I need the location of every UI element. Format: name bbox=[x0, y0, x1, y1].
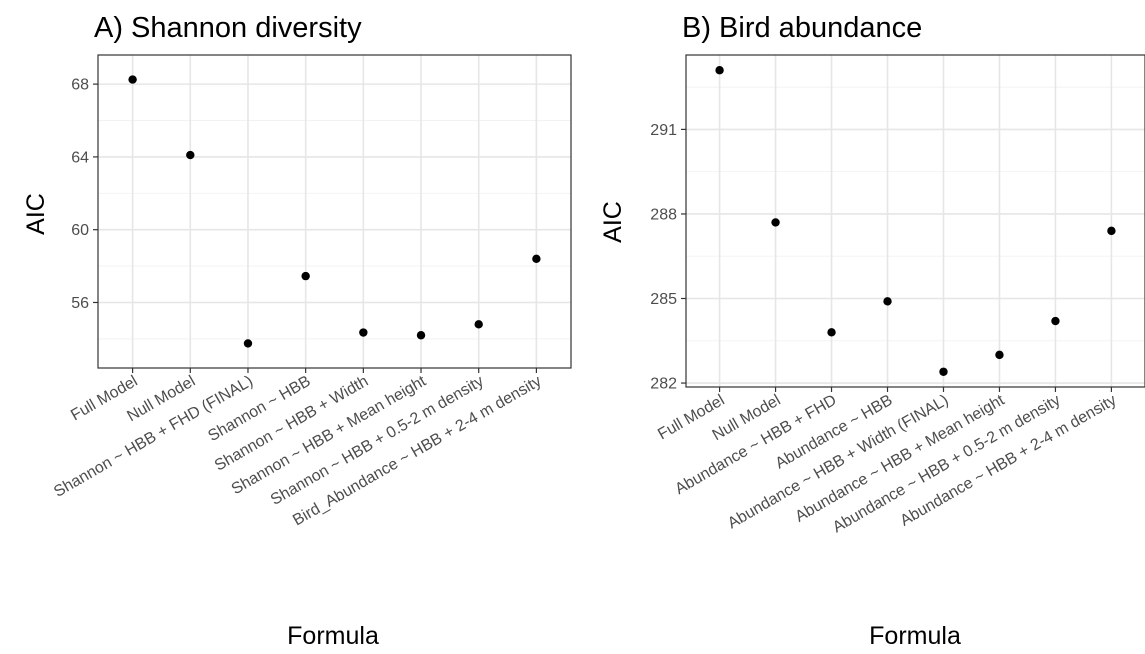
x-axis-title: Formula bbox=[869, 622, 961, 650]
x-axis-title: Formula bbox=[287, 622, 379, 650]
panel-border bbox=[685, 54, 1145, 388]
data-point bbox=[128, 75, 137, 84]
panel-bird-abundance: B) Bird abundance AIC Formula 282 285 288 2… bbox=[599, 12, 1145, 650]
data-point bbox=[715, 66, 724, 75]
data-point bbox=[939, 367, 948, 376]
panel-border bbox=[97, 54, 572, 369]
data-point bbox=[359, 328, 368, 337]
y-tick-label: 282 bbox=[650, 376, 677, 393]
data-point bbox=[995, 350, 1004, 360]
panel-title: A) Shannon diversity bbox=[94, 12, 362, 44]
y-tick-label: 291 bbox=[650, 122, 677, 139]
y-tick-label: 68 bbox=[71, 77, 89, 94]
data-point bbox=[827, 328, 836, 337]
data-point bbox=[301, 271, 310, 281]
data-point bbox=[186, 150, 195, 160]
data-point bbox=[771, 218, 780, 227]
panel-shannon-diversity: A) Shannon diversity AIC Formula 56 60 64 6… bbox=[22, 12, 572, 650]
data-point bbox=[474, 320, 483, 329]
data-point bbox=[1051, 316, 1060, 326]
data-point bbox=[532, 254, 541, 264]
data-point bbox=[243, 339, 253, 348]
data-point bbox=[1107, 226, 1116, 236]
data-point bbox=[416, 331, 426, 340]
y-tick-label: 56 bbox=[71, 295, 89, 312]
y-axis-title: AIC bbox=[599, 201, 627, 243]
y-tick-label: 288 bbox=[650, 206, 677, 223]
data-point bbox=[883, 297, 892, 306]
y-tick-label: 60 bbox=[71, 222, 89, 239]
panel-title: B) Bird abundance bbox=[682, 12, 922, 44]
y-tick-label: 64 bbox=[71, 149, 89, 166]
y-tick-label: 285 bbox=[650, 291, 677, 308]
y-axis-title: AIC bbox=[22, 193, 50, 235]
